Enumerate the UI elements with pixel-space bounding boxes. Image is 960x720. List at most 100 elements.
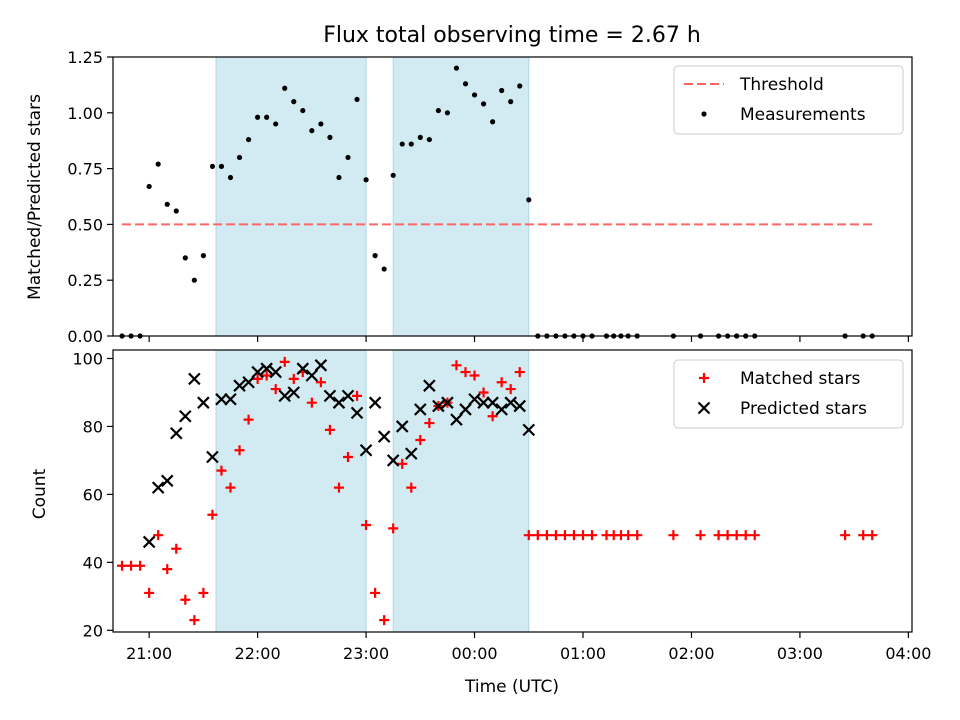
measurements-point bbox=[336, 174, 342, 181]
measurements-point bbox=[164, 201, 170, 207]
bottom-shaded-interval-1 bbox=[215, 349, 367, 633]
predicted-stars-marker bbox=[395, 420, 409, 433]
matched-stars-marker bbox=[632, 530, 643, 541]
matched-stars-marker bbox=[867, 530, 878, 541]
matched-stars-marker bbox=[568, 530, 579, 541]
measurements-point bbox=[390, 172, 396, 178]
predicted-stars-marker bbox=[179, 409, 192, 423]
predicted-stars-marker bbox=[459, 403, 472, 416]
measurements-point bbox=[173, 208, 179, 214]
matched-stars-marker bbox=[406, 482, 417, 493]
measurements-point bbox=[264, 114, 270, 120]
matched-stars-marker bbox=[370, 587, 381, 598]
predicted-stars-marker bbox=[350, 406, 364, 420]
measurements-point bbox=[435, 107, 441, 114]
legend-measurements-swatch bbox=[701, 111, 707, 117]
matched-stars-marker bbox=[153, 530, 164, 541]
predicted-stars-marker bbox=[260, 362, 273, 375]
predicted-stars-marker bbox=[287, 386, 301, 399]
matched-stars-marker bbox=[523, 530, 534, 541]
matched-stars-marker bbox=[397, 458, 408, 469]
bottom-y-axis-label: Count bbox=[30, 468, 50, 519]
top-shaded-interval-1 bbox=[215, 56, 367, 337]
predicted-stars-marker bbox=[332, 396, 346, 409]
measurements-point bbox=[381, 266, 387, 272]
matched-stars-marker bbox=[550, 530, 561, 541]
top-y-axis-label: Matched/Predicted stars bbox=[25, 94, 45, 300]
matched-stars-marker bbox=[749, 530, 760, 541]
measurements-point bbox=[309, 128, 315, 134]
legend-threshold-label: Threshold bbox=[739, 75, 824, 95]
bottom-panel: 20 40 60 80 100 21:00 22:00 23:00 00:00 01:00 02:0… bbox=[30, 349, 931, 697]
predicted-stars-marker bbox=[368, 396, 382, 409]
predicted-stars-marker bbox=[432, 399, 445, 413]
bottom-x-tick-label: 22:00 bbox=[235, 644, 281, 663]
measurements-point bbox=[462, 81, 469, 87]
measurements-point bbox=[146, 183, 152, 190]
measurements-point bbox=[191, 277, 197, 283]
matched-stars-marker bbox=[333, 482, 344, 493]
matched-stars-marker bbox=[460, 367, 471, 378]
bottom-y-tick-label: 20 bbox=[83, 621, 103, 640]
top-axes-frame bbox=[112, 56, 913, 337]
predicted-stars-marker bbox=[296, 362, 310, 375]
top-y-tick-label: 1.00 bbox=[67, 104, 103, 123]
predicted-stars-marker bbox=[468, 392, 481, 406]
measurements-point bbox=[227, 174, 234, 181]
bottom-shaded-regions bbox=[215, 349, 530, 633]
matched-stars-marker bbox=[858, 530, 869, 541]
x-axis-label: Time (UTC) bbox=[464, 677, 559, 697]
bottom-shaded-interval-2 bbox=[392, 349, 530, 633]
matched-stars-marker bbox=[424, 418, 435, 429]
matched-stars-marker bbox=[840, 530, 851, 541]
predicted-stars-marker bbox=[504, 396, 517, 409]
predicted-stars-marker bbox=[188, 372, 201, 386]
matched-stars-marker bbox=[252, 373, 263, 384]
bottom-x-tick-label: 00:00 bbox=[451, 644, 497, 663]
matched-stars-marker bbox=[388, 523, 399, 534]
top-shaded-regions bbox=[215, 56, 530, 337]
measurements-point bbox=[363, 177, 369, 183]
matched-stars-marker bbox=[379, 615, 390, 626]
matched-stars-marker bbox=[541, 530, 552, 541]
matched-stars-marker bbox=[587, 530, 598, 541]
matched-stars-marker bbox=[532, 530, 543, 541]
top-y-tick-label: 0.25 bbox=[67, 271, 103, 290]
measurements-point bbox=[182, 255, 188, 261]
measurements-point bbox=[300, 107, 306, 114]
predicted-stars-marker bbox=[513, 399, 527, 413]
legend-matched-stars-label: Matched stars bbox=[740, 369, 860, 389]
bottom-axes-ticks: 20 40 60 80 100 21:00 22:00 23:00 00:00 01:00 02:0… bbox=[72, 349, 931, 663]
bottom-y-tick-label: 40 bbox=[83, 553, 103, 572]
top-y-tick-label: 0.50 bbox=[67, 215, 103, 234]
bottom-x-tick-label: 04:00 bbox=[885, 644, 931, 663]
measurements-point bbox=[255, 114, 261, 120]
predicted-stars-marker bbox=[522, 423, 536, 437]
bottom-series bbox=[117, 356, 878, 626]
measurements-point bbox=[499, 87, 505, 94]
matched-stars-marker bbox=[207, 509, 218, 520]
predicted-stars-marker bbox=[341, 389, 355, 403]
measurements-point bbox=[372, 253, 378, 259]
matched-stars-marker bbox=[451, 360, 462, 371]
matched-stars-marker bbox=[478, 387, 489, 398]
matched-stars-marker bbox=[306, 397, 317, 408]
measurements-point bbox=[354, 96, 360, 103]
measurements-point bbox=[517, 83, 523, 89]
measurements-point bbox=[444, 110, 451, 116]
predicted-stars-marker bbox=[404, 447, 418, 460]
matched-stars-marker bbox=[740, 530, 751, 541]
legend-measurements-label: Measurements bbox=[740, 105, 866, 125]
bottom-y-tick-label: 80 bbox=[83, 417, 103, 436]
measurements-point bbox=[408, 141, 414, 147]
matched-stars-marker bbox=[225, 482, 236, 493]
matched-stars-marker bbox=[279, 356, 290, 367]
matched-stars-marker bbox=[731, 530, 742, 541]
top-y-tick-label: 0.00 bbox=[67, 327, 103, 346]
matched-stars-marker bbox=[243, 414, 254, 425]
measurements-point bbox=[417, 134, 423, 140]
measurements-point bbox=[200, 253, 206, 259]
bottom-x-tick-label: 01:00 bbox=[560, 644, 606, 663]
bottom-legend: Matched stars Predicted stars bbox=[673, 359, 904, 429]
